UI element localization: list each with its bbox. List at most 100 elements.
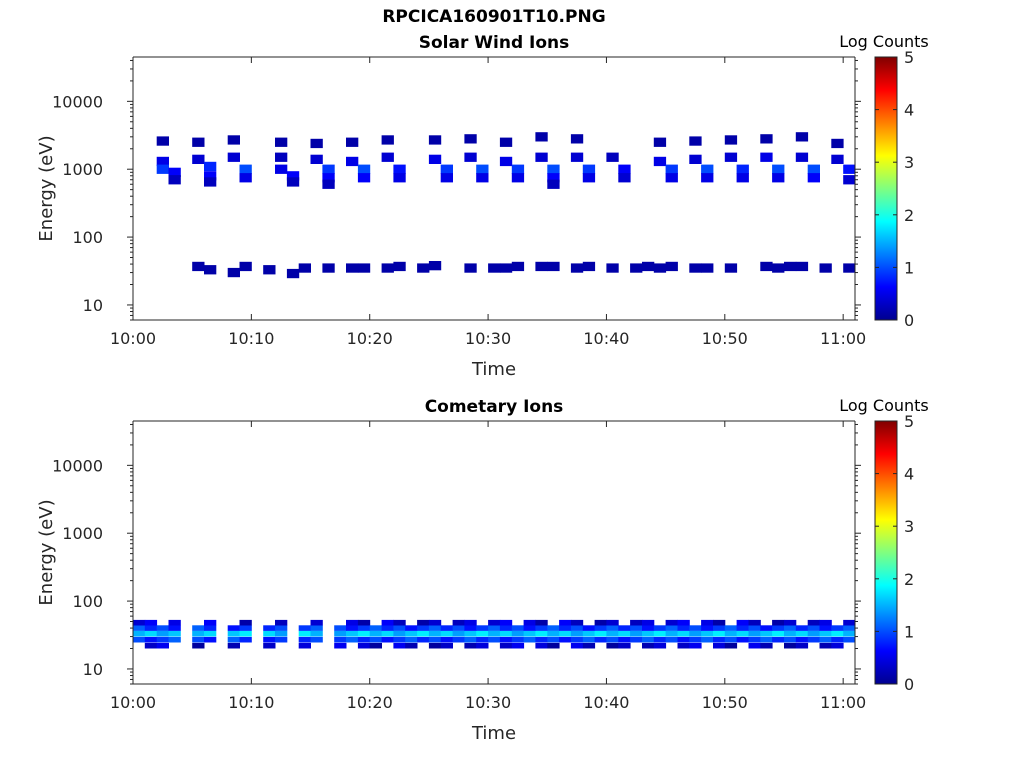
colorbar-tick-label: 1	[904, 622, 914, 641]
heatmap-cell	[393, 173, 406, 183]
heatmap-cell	[511, 173, 525, 183]
heatmap-cell	[168, 619, 181, 626]
x-tick-label: 10:00	[110, 329, 156, 348]
heatmap-cell	[322, 179, 335, 189]
heatmap-cell	[275, 164, 288, 174]
heatmap-cell	[689, 642, 702, 649]
y-tick-label: 1000	[62, 160, 103, 179]
heatmap-cell	[535, 625, 548, 631]
heatmap-cell	[286, 171, 300, 181]
heatmap-cell	[606, 625, 619, 631]
heatmap-cell	[133, 636, 146, 643]
heatmap-cell	[618, 173, 631, 183]
heatmap-cell	[381, 263, 394, 273]
heatmap-cell	[239, 619, 252, 626]
heatmap-cell	[795, 152, 809, 162]
heatmap-cell	[192, 154, 205, 164]
heatmap-cell	[736, 625, 749, 631]
heatmap-cell	[653, 625, 667, 631]
heatmap-cell	[535, 630, 548, 637]
heatmap-cell	[843, 630, 856, 637]
heatmap-cell	[760, 261, 773, 272]
colorbar-tick-label: 5	[904, 412, 914, 431]
heatmap-cell	[713, 642, 726, 649]
heatmap-cell	[689, 136, 702, 146]
heatmap-cell	[298, 625, 311, 631]
heatmap-cell	[819, 630, 832, 637]
heatmap-cell	[144, 642, 158, 649]
heatmap-cell	[784, 636, 797, 643]
x-tick-label: 10:40	[583, 329, 629, 348]
heatmap-cell	[523, 619, 536, 626]
heatmap-cell	[168, 636, 181, 643]
heatmap-cell	[831, 642, 844, 649]
heatmap-cell	[701, 636, 714, 643]
heatmap-cell	[334, 642, 347, 649]
heatmap-cell	[133, 625, 146, 631]
heatmap-cell	[464, 625, 477, 631]
y-tick-label: 10000	[52, 92, 103, 111]
heatmap-cell	[322, 173, 335, 183]
heatmap-cell	[393, 619, 406, 626]
heatmap-cell	[772, 619, 785, 626]
heatmap-cell	[405, 642, 418, 649]
heatmap-cell	[689, 636, 702, 643]
heatmap-cell	[689, 630, 702, 637]
heatmap-cell	[275, 152, 288, 162]
heatmap-cell	[464, 619, 477, 626]
heatmap-cell	[748, 625, 761, 631]
heatmap-cell	[144, 630, 158, 637]
heatmap-cell	[665, 630, 678, 637]
heatmap-cell	[369, 630, 382, 637]
heatmap-cell	[239, 173, 252, 183]
heatmap-cell	[357, 164, 371, 174]
y-axis-label: Energy (eV)	[36, 499, 57, 605]
heatmap-cell	[192, 137, 205, 147]
colorbar	[874, 420, 898, 685]
heatmap-cell	[760, 630, 773, 637]
heatmap-cell	[570, 642, 584, 649]
heatmap-cell	[618, 642, 631, 649]
heatmap-cell	[263, 630, 276, 637]
heatmap-cell	[417, 630, 430, 637]
heatmap-cell	[310, 630, 323, 637]
heatmap-cell	[760, 134, 773, 144]
heatmap-cell	[440, 173, 453, 183]
heatmap-cell	[204, 619, 217, 626]
heatmap-cell	[570, 636, 584, 643]
heatmap-cell	[760, 636, 773, 643]
heatmap-cell	[819, 625, 832, 631]
heatmap-cell	[677, 630, 690, 637]
heatmap-cell	[606, 636, 619, 643]
colorbar-tick-label: 3	[904, 153, 914, 172]
x-tick-label: 10:50	[702, 693, 748, 712]
colorbar-tick-label: 3	[904, 517, 914, 536]
heatmap-cell	[393, 164, 406, 174]
heatmap-cell	[168, 625, 181, 631]
heatmap-cell	[310, 619, 323, 626]
heatmap-cell	[795, 630, 809, 637]
heatmap-cell	[653, 137, 667, 147]
heatmap-cell	[582, 261, 596, 272]
heatmap-cell	[298, 636, 311, 643]
heatmap-cell	[606, 152, 619, 162]
heatmap-cell	[464, 152, 477, 162]
heatmap-cell	[192, 642, 205, 649]
y-tick-label: 100	[72, 228, 103, 247]
heatmap-cell	[417, 619, 430, 626]
heatmap-cell	[689, 625, 702, 631]
heatmap-cell	[807, 619, 820, 626]
heatmap-cell	[499, 630, 513, 637]
heatmap-cell	[630, 625, 643, 631]
heatmap-cell	[677, 636, 690, 643]
heatmap-cell	[239, 630, 252, 637]
heatmap-cell	[499, 137, 513, 147]
heatmap-cell	[381, 619, 394, 626]
heatmap-cell	[807, 630, 820, 637]
heatmap-cell	[488, 619, 501, 626]
heatmap-cell	[239, 164, 252, 174]
heatmap-cell	[499, 156, 513, 167]
heatmap-cell	[156, 164, 169, 174]
heatmap-cell	[689, 263, 702, 273]
heatmap-cell	[606, 642, 619, 649]
